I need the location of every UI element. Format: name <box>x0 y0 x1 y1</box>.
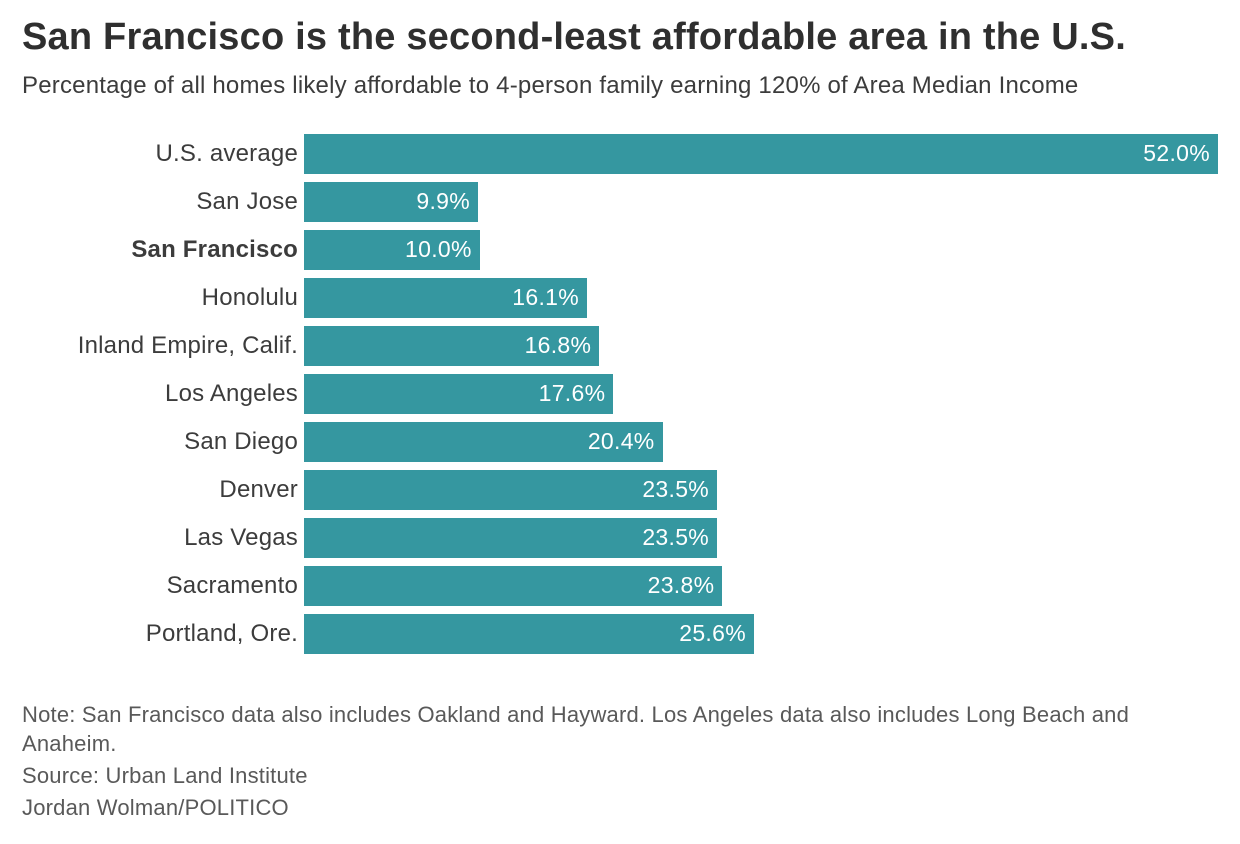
bar-label: Portland, Ore. <box>22 620 304 648</box>
bar-row: Los Angeles 17.6% <box>22 370 1218 418</box>
bar-value-label: 23.5% <box>642 524 709 551</box>
bar: 25.6% <box>304 614 754 654</box>
bar: 16.1% <box>304 278 587 318</box>
bar-row: Denver 23.5% <box>22 466 1218 514</box>
bar-value-label: 16.1% <box>512 284 579 311</box>
bar-value-label: 52.0% <box>1143 140 1210 167</box>
bar-track: 23.5% <box>304 518 1218 558</box>
footer-note: Note: San Francisco data also includes O… <box>22 700 1172 759</box>
bar-label: San Jose <box>22 188 304 216</box>
bar-row: San Diego 20.4% <box>22 418 1218 466</box>
bar: 9.9% <box>304 182 478 222</box>
bar-row: San Francisco 10.0% <box>22 226 1218 274</box>
footer-source: Source: Urban Land Institute <box>22 761 1172 791</box>
bar-value-label: 23.5% <box>642 476 709 503</box>
chart-container: San Francisco is the second-least afford… <box>0 0 1240 844</box>
bar: 17.6% <box>304 374 613 414</box>
bar-track: 9.9% <box>304 182 1218 222</box>
bar: 10.0% <box>304 230 480 270</box>
bar-label: San Diego <box>22 428 304 456</box>
bar-chart: U.S. average 52.0% San Jose 9.9% San Francis… <box>22 130 1218 658</box>
bar-value-label: 23.8% <box>648 572 715 599</box>
chart-title: San Francisco is the second-least afford… <box>22 14 1218 62</box>
bar-label: Honolulu <box>22 284 304 312</box>
bar-value-label: 10.0% <box>405 236 472 263</box>
bar-value-label: 20.4% <box>588 428 655 455</box>
bar-track: 10.0% <box>304 230 1218 270</box>
bar-label: Las Vegas <box>22 524 304 552</box>
chart-subtitle: Percentage of all homes likely affordabl… <box>22 72 1218 100</box>
bar-label: Inland Empire, Calif. <box>22 332 304 360</box>
footer-credit: Jordan Wolman/POLITICO <box>22 793 1172 823</box>
bar-label: Los Angeles <box>22 380 304 408</box>
bar: 23.5% <box>304 518 717 558</box>
bar-track: 16.1% <box>304 278 1218 318</box>
bar-row: San Jose 9.9% <box>22 178 1218 226</box>
bar-track: 20.4% <box>304 422 1218 462</box>
bar-label: San Francisco <box>22 236 304 264</box>
bar: 23.8% <box>304 566 722 606</box>
bar: 23.5% <box>304 470 717 510</box>
bar: 52.0% <box>304 134 1218 174</box>
bar-row: Honolulu 16.1% <box>22 274 1218 322</box>
bar-row: Portland, Ore. 25.6% <box>22 610 1218 658</box>
bar-value-label: 17.6% <box>539 380 606 407</box>
bar-value-label: 25.6% <box>679 620 746 647</box>
bar-label: U.S. average <box>22 140 304 168</box>
bar-row: Sacramento 23.8% <box>22 562 1218 610</box>
bar-label: Sacramento <box>22 572 304 600</box>
bar-track: 25.6% <box>304 614 1218 654</box>
bar: 20.4% <box>304 422 663 462</box>
bar-value-label: 9.9% <box>416 188 470 215</box>
bar-row: Inland Empire, Calif. 16.8% <box>22 322 1218 370</box>
bar-track: 52.0% <box>304 134 1218 174</box>
bar-track: 23.5% <box>304 470 1218 510</box>
bar-track: 17.6% <box>304 374 1218 414</box>
bar-row: Las Vegas 23.5% <box>22 514 1218 562</box>
bar-track: 23.8% <box>304 566 1218 606</box>
bar-row: U.S. average 52.0% <box>22 130 1218 178</box>
bar: 16.8% <box>304 326 599 366</box>
bar-track: 16.8% <box>304 326 1218 366</box>
chart-footer: Note: San Francisco data also includes O… <box>22 700 1172 823</box>
bar-value-label: 16.8% <box>525 332 592 359</box>
bar-label: Denver <box>22 476 304 504</box>
